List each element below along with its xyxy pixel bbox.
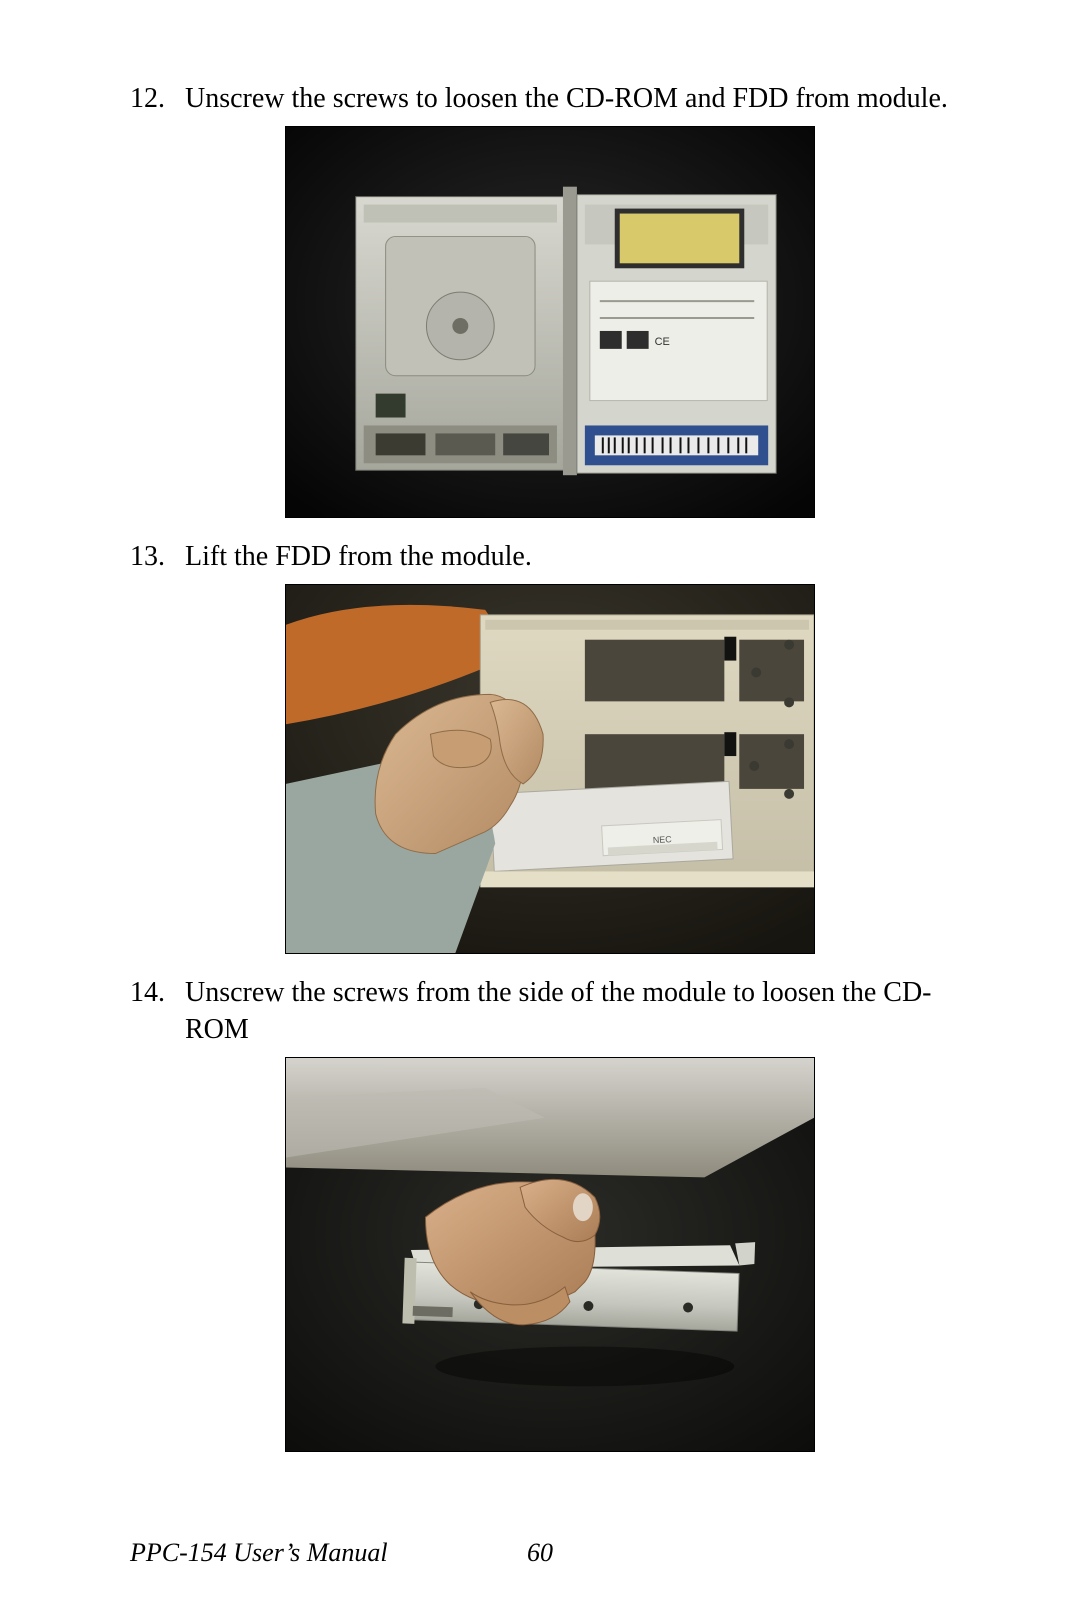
step-13-photo: NEC xyxy=(285,584,815,954)
step-text: Unscrew the screws to loosen the CD-ROM … xyxy=(185,80,970,118)
photo-wrap: NEC xyxy=(130,584,970,954)
svg-text:NEC: NEC xyxy=(653,834,673,845)
step-number: 13. xyxy=(130,538,185,576)
photo-wrap xyxy=(130,1057,970,1452)
photo-wrap: CE xyxy=(130,126,970,518)
step-12-photo: CE xyxy=(285,126,815,518)
step-14-photo xyxy=(285,1057,815,1452)
step-text: Lift the FDD from the module. xyxy=(185,538,970,576)
manual-page: 12. Unscrew the screws to loosen the CD-… xyxy=(0,0,1080,1618)
step-number: 12. xyxy=(130,80,185,118)
svg-text:CE: CE xyxy=(655,336,670,348)
step-row: 13. Lift the FDD from the module. xyxy=(130,538,970,576)
step-number: 14. xyxy=(130,974,185,1012)
footer-page-number: 60 xyxy=(527,1538,553,1568)
footer-manual-title: PPC-154 User’s Manual xyxy=(130,1538,388,1568)
step-text: Unscrew the screws from the side of the … xyxy=(185,974,970,1050)
step-row: 14. Unscrew the screws from the side of … xyxy=(130,974,970,1050)
step-row: 12. Unscrew the screws to loosen the CD-… xyxy=(130,80,970,118)
